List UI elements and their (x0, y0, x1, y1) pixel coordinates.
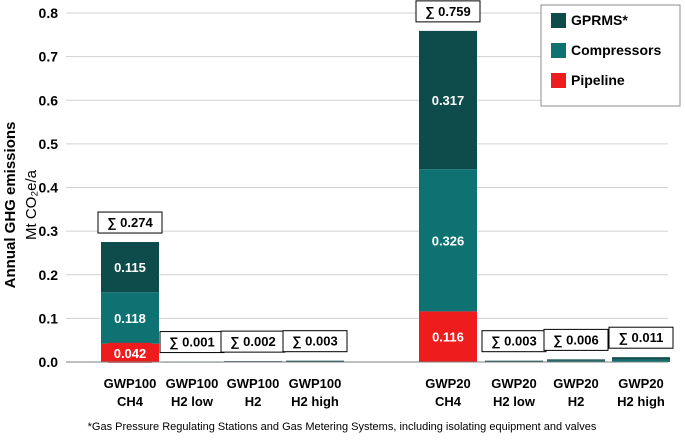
y-tick-label: 0.7 (39, 49, 59, 65)
legend-swatch-pipeline (551, 73, 566, 88)
x-tick-label: GWP100 (227, 376, 280, 391)
bar-segment (286, 360, 344, 362)
total-label-box (97, 211, 163, 234)
x-tick-label: H2 low (493, 394, 536, 409)
bar-segment (485, 360, 543, 362)
y-tick-label: 0.6 (39, 92, 59, 108)
total-label-box (415, 0, 481, 23)
segment-labels: 0.042 0.118 0.115 0.116 0.326 0.317 (108, 90, 470, 363)
y-tick-label: 0.4 (39, 180, 59, 196)
legend: GPRMS* Compressors Pipeline (540, 4, 681, 107)
total-label: ∑ 0.003 (491, 334, 536, 349)
data-label-box (426, 326, 470, 347)
x-tick-labels: GWP100 CH4 GWP100 H2 low GWP100 H2 GWP100 H2 hi… (104, 376, 665, 409)
x-tick-label: CH4 (117, 394, 144, 409)
total-label: ∑ 0.001 (169, 335, 214, 350)
data-label: 0.115 (114, 260, 146, 275)
data-label: 0.042 (114, 346, 147, 361)
y-tick-label: 0.5 (39, 136, 59, 152)
x-tick-label: GWP20 (425, 376, 471, 391)
y-tick-labels: 0.0 0.1 0.2 0.3 0.4 0.5 0.6 0.7 0.8 (39, 5, 59, 370)
total-label: ∑ 0.002 (230, 334, 275, 349)
total-label: ∑ 0.003 (292, 334, 337, 349)
y-tick-label: 0.8 (39, 5, 59, 21)
y-tick-label: 0.0 (39, 354, 59, 370)
data-label: 0.118 (114, 311, 146, 326)
y-tick-label: 0.3 (39, 223, 59, 239)
legend-label-compressors: Compressors (571, 42, 661, 58)
legend-label-pipeline: Pipeline (571, 72, 625, 88)
x-tick-label: H2 low (171, 394, 214, 409)
total-labels: ∑ 0.274 ∑ 0.001 ∑ 0.002 ∑ 0.003 ∑ 0.759 ∑ 0.0… (97, 0, 674, 354)
x-tick-label: H2 (245, 394, 262, 409)
total-label: ∑ 0.274 (107, 215, 153, 230)
grid-lines (66, 12, 668, 319)
y-tick-label: 0.2 (39, 267, 59, 283)
data-label-box (108, 307, 152, 328)
data-label-box (426, 230, 470, 251)
data-label-box (108, 257, 152, 278)
y-axis-label-line2: Mt CO₂e/a (23, 169, 40, 240)
x-tick-label: GWP20 (491, 376, 537, 391)
legend-swatch-gprms (551, 13, 566, 28)
x-tick-label: H2 (568, 394, 585, 409)
x-tick-label: GWP100 (166, 376, 219, 391)
data-label-box (426, 90, 470, 111)
x-tick-label: CH4 (435, 394, 462, 409)
data-label: 0.116 (432, 330, 464, 345)
legend-label-gprms: GPRMS* (571, 12, 628, 28)
x-tick-label: GWP100 (289, 376, 342, 391)
data-label: 0.317 (432, 93, 465, 108)
x-tick-label: GWP20 (618, 376, 664, 391)
bar-segment (547, 360, 605, 362)
total-label-box (543, 328, 609, 351)
total-label-box (282, 330, 348, 353)
x-tick-label: GWP20 (553, 376, 599, 391)
y-axis-label-line1: Annual GHG emissions (2, 122, 19, 289)
x-tick-label: H2 high (617, 394, 665, 409)
x-tick-label: GWP100 (104, 376, 157, 391)
total-label: ∑ 0.759 (425, 4, 470, 19)
y-tick-label: 0.1 (39, 310, 59, 326)
x-tick-label: H2 high (291, 394, 339, 409)
total-label-box (608, 326, 674, 349)
bar-segment (612, 357, 670, 360)
footnote: *Gas Pressure Regulating Stations and Ga… (88, 421, 597, 433)
bar-segment (547, 359, 605, 361)
data-label-box (108, 342, 152, 363)
legend-swatch-compressors (551, 43, 566, 58)
data-label: 0.326 (432, 233, 465, 248)
bar-segment (612, 359, 670, 362)
total-label: ∑ 0.006 (553, 332, 598, 347)
total-label: ∑ 0.011 (619, 330, 664, 345)
